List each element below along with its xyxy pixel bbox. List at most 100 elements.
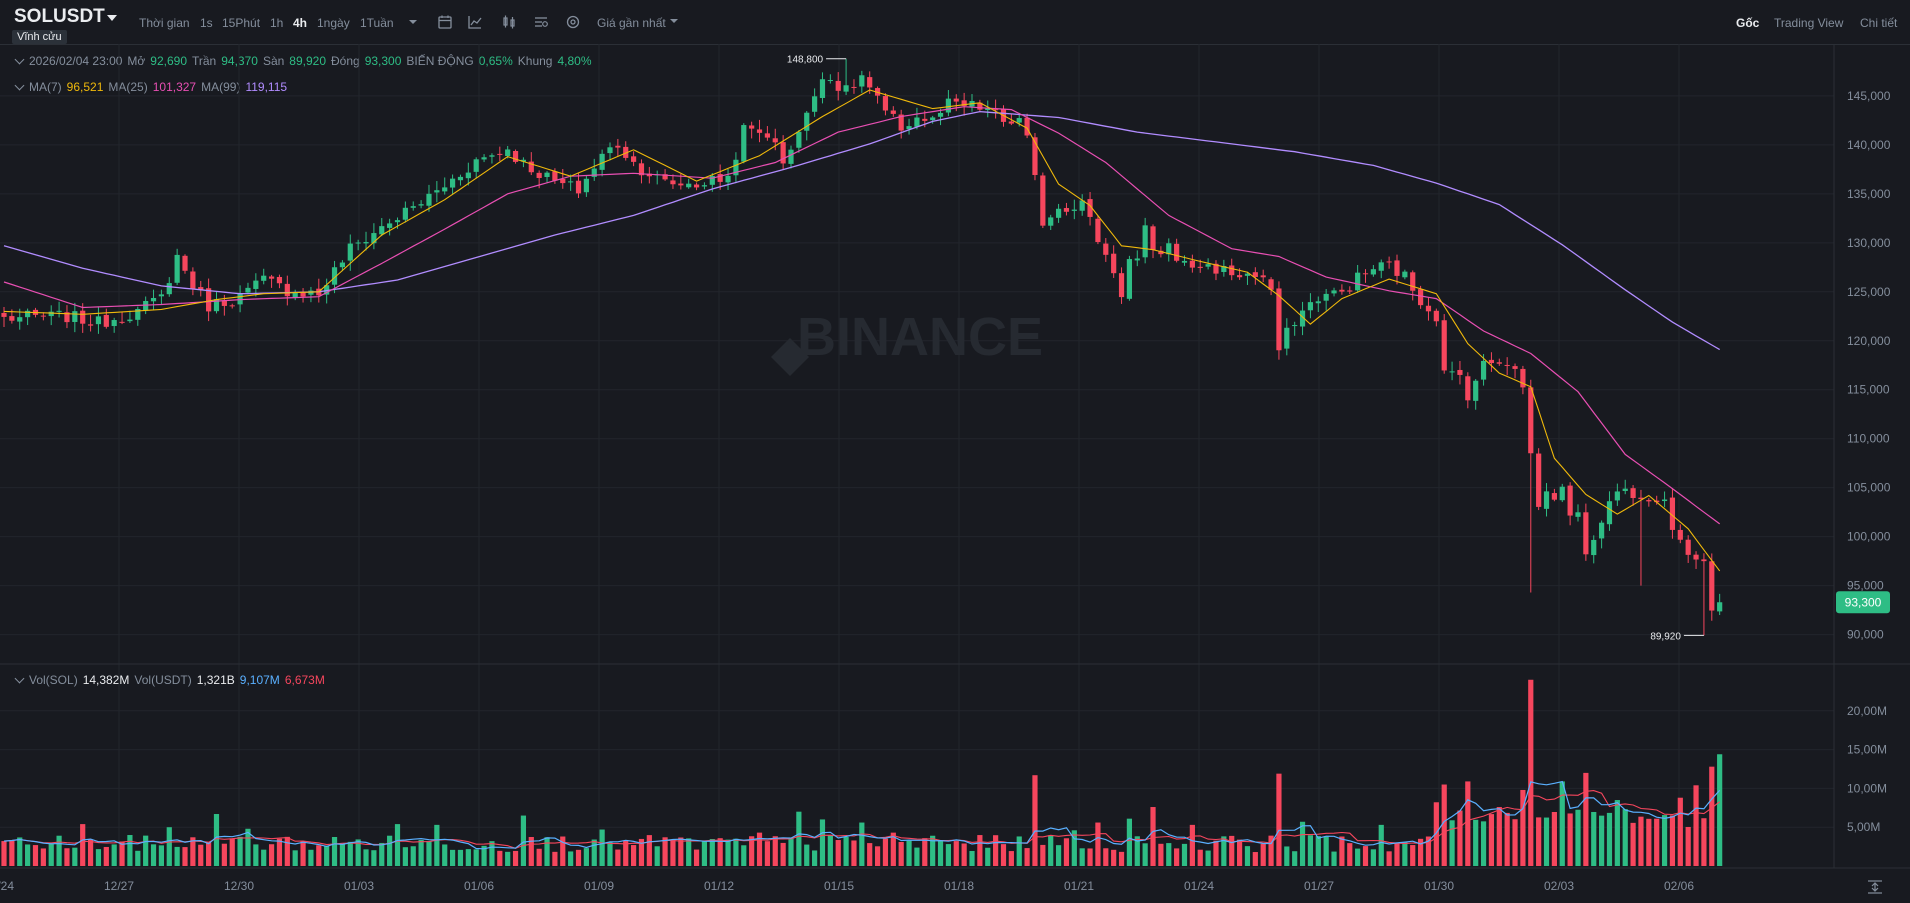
volume-bars	[1, 679, 1723, 866]
volume-bar	[1661, 815, 1668, 866]
candle-body	[1630, 488, 1636, 499]
symbol-dropdown-icon[interactable]	[107, 15, 117, 21]
candle-body	[449, 178, 456, 188]
candle-body	[1677, 529, 1683, 540]
candle-body	[268, 276, 275, 279]
calendar-icon[interactable]	[437, 14, 453, 30]
candle-body	[1347, 290, 1353, 292]
ma99-label: MA(99)	[201, 80, 241, 94]
price-tick-label: 130,000	[1847, 236, 1891, 250]
volume-bar	[48, 843, 54, 866]
candle-body	[749, 125, 755, 129]
volume-bar	[1441, 784, 1447, 866]
volume-ma5-line	[3, 780, 1721, 850]
candle-body	[693, 184, 700, 188]
volume-bar	[119, 841, 125, 866]
volume-bar	[701, 841, 708, 866]
volume-bar	[977, 835, 983, 866]
volume-bar	[17, 837, 23, 866]
price-type-chevron-icon[interactable]	[666, 13, 682, 29]
volume-bar	[1008, 851, 1014, 866]
candle-body	[292, 293, 298, 298]
price-axis[interactable]: 90,000 95,000 100,000 105,000 110,000 115,000…	[1847, 89, 1891, 642]
candle-body	[387, 223, 393, 228]
interval-1s[interactable]: 1s	[200, 16, 213, 30]
volume-bar	[1134, 836, 1140, 866]
candle-body	[819, 79, 826, 98]
volume-bar	[1126, 818, 1133, 866]
volume-bar	[520, 815, 527, 866]
view-depth[interactable]: Chi tiết	[1860, 16, 1898, 30]
candle-body	[1559, 486, 1565, 501]
candle-body	[434, 190, 440, 193]
volume-bar	[1331, 851, 1337, 866]
symbol-title[interactable]: SOLUSDT	[14, 6, 105, 27]
view-original[interactable]: Gốc	[1736, 16, 1760, 30]
volume-bar	[1614, 800, 1620, 866]
candle-body	[1614, 491, 1620, 501]
volume-bar	[1150, 807, 1156, 866]
interval-1d[interactable]: 1ngày	[317, 16, 350, 30]
candle-body	[379, 226, 385, 235]
indicators-icon[interactable]	[467, 14, 483, 30]
time-tick-label: 01/30	[1424, 879, 1454, 893]
volume-bar	[80, 824, 86, 866]
volume-bar	[1591, 811, 1597, 866]
volume-bar	[678, 837, 684, 866]
volume-bar	[331, 837, 338, 866]
candle-body	[607, 147, 613, 154]
candle-body	[1331, 290, 1337, 294]
vol-sol-label: Vol(SOL)	[29, 673, 78, 687]
settings-gear-icon[interactable]	[565, 14, 581, 30]
candle-body	[25, 310, 31, 318]
moving-average-lines	[3, 89, 1721, 572]
volume-bar	[607, 842, 613, 866]
price-tick-label: 115,000	[1847, 383, 1890, 397]
candle-body	[1669, 497, 1676, 530]
volume-bar	[1520, 789, 1526, 866]
candle-body	[1591, 539, 1597, 556]
more-intervals-chevron-icon[interactable]	[405, 14, 421, 30]
interval-1w[interactable]: 1Tuần	[360, 16, 394, 30]
volume-bar	[1402, 842, 1408, 866]
volume-bar	[1685, 826, 1691, 866]
candle-body	[1473, 380, 1479, 401]
candle-body	[953, 98, 959, 102]
candle-body	[1236, 275, 1243, 278]
price-type-select[interactable]: Giá gần nhất	[597, 16, 666, 30]
price-volume-chart[interactable]: BINANCE 90,000 95,000 100,000 105,000 110,00…	[0, 44, 1910, 903]
volume-bar	[1213, 840, 1219, 866]
candle-body	[253, 280, 259, 289]
candlesticks	[1, 58, 1723, 636]
candle-body	[355, 242, 361, 244]
volume-bar	[1174, 848, 1180, 866]
axis-scale-toggle-icon[interactable]	[1868, 880, 1882, 894]
interval-1h[interactable]: 1h	[270, 16, 284, 30]
candle-body	[190, 271, 196, 289]
view-tradingview[interactable]: Trading View	[1774, 16, 1844, 30]
volume-bar	[1622, 809, 1628, 866]
volume-bar	[442, 844, 448, 866]
volume-bar	[1292, 851, 1298, 866]
candle-body	[1339, 289, 1345, 292]
volume-bar	[221, 843, 227, 866]
volume-bar	[143, 835, 149, 866]
candle-body	[1205, 264, 1211, 267]
layout-settings-icon[interactable]	[533, 14, 549, 30]
interval-4h[interactable]: 4h	[293, 16, 308, 30]
volume-bar	[882, 838, 889, 866]
time-axis[interactable]: 12/24 12/27 12/30 01/03 01/06 01/09 01/12 01/15…	[0, 879, 1694, 893]
candle-type-icon[interactable]	[501, 14, 517, 30]
volume-bar	[985, 847, 991, 866]
candle-body	[284, 283, 290, 297]
candle-body	[1567, 485, 1573, 516]
volume-bar	[953, 841, 959, 866]
volume-bar	[646, 835, 652, 866]
volume-bar	[1410, 845, 1416, 866]
volume-axis[interactable]: 5,00M 10,00M 15,00M 20,00M	[1847, 704, 1887, 834]
volume-bar	[631, 845, 637, 866]
candle-body	[1488, 359, 1495, 364]
interval-15m[interactable]: 15Phút	[222, 16, 261, 30]
candle-body	[615, 145, 621, 148]
candle-body	[512, 150, 519, 162]
